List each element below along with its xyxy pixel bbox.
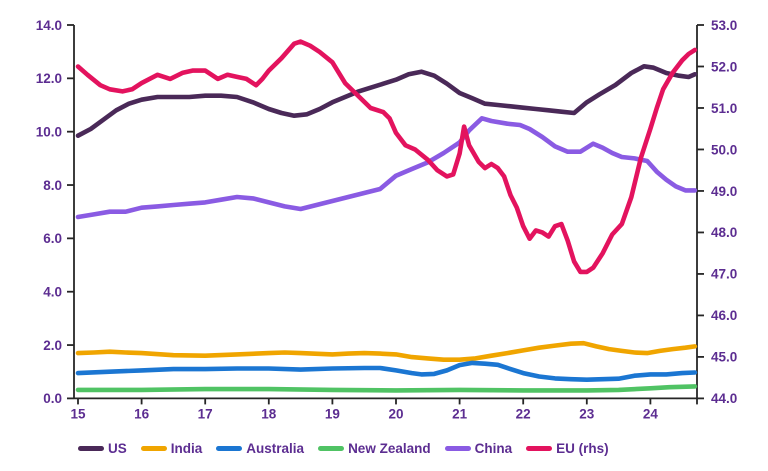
series-line-australia (75, 360, 698, 383)
y-right-tick-label: 46.0 (711, 308, 737, 323)
y-left-tick-label: 0.0 (43, 391, 62, 406)
x-tick-label: 15 (70, 406, 86, 421)
x-tick-label: 22 (516, 406, 531, 421)
x-tick-label: 19 (325, 406, 340, 421)
y-left-tick-label: 8.0 (43, 178, 62, 193)
legend-label-india: India (170, 441, 203, 456)
y-right-tick-label: 51.0 (711, 101, 737, 116)
x-tick-label: 20 (388, 406, 403, 421)
legend-item-india: India (140, 441, 203, 456)
x-tick-label: 17 (198, 406, 213, 421)
legend-item-australia: Australia (216, 441, 304, 456)
y-right-tick-label: 48.0 (711, 225, 737, 240)
y-left-tick-label: 6.0 (43, 231, 62, 246)
series-line-us (75, 64, 698, 138)
legend-swatch-china (444, 446, 471, 451)
legend-swatch-india (140, 446, 167, 451)
x-tick-label: 21 (452, 406, 468, 421)
legend-swatch-us (78, 446, 104, 451)
y-right-tick-label: 53.0 (711, 18, 737, 33)
legend-item-china: China (444, 441, 513, 456)
x-tick-label: 24 (643, 406, 659, 421)
y-right-tick-label: 45.0 (711, 350, 737, 365)
legend-item-us: US (78, 441, 127, 456)
legend-item-eu-rhs: EU (rhs) (526, 441, 609, 456)
legend-label-us: US (108, 441, 127, 456)
y-left-tick-label: 14.0 (36, 18, 62, 33)
legend-label-new-zealand: New Zealand (348, 441, 431, 456)
y-left-tick-label: 10.0 (36, 124, 62, 139)
legend-label-australia: Australia (246, 441, 305, 456)
legend-label-china: China (474, 441, 513, 456)
x-tick-label: 16 (134, 406, 150, 421)
x-tick-label: 18 (261, 406, 277, 421)
legend-swatch-australia (216, 446, 243, 451)
y-left-tick-label: 4.0 (43, 285, 62, 300)
y-right-tick-label: 47.0 (711, 267, 737, 282)
x-tick-label: 23 (579, 406, 595, 421)
series-line-new-zealand (75, 384, 698, 393)
legend-label-eu-rhs: EU (rhs) (556, 441, 609, 456)
y-left-tick-label: 2.0 (43, 338, 62, 353)
legend-item-new-zealand: New Zealand (318, 441, 431, 456)
series-line-eu-rhs (75, 39, 698, 275)
y-right-tick-label: 50.0 (711, 142, 737, 157)
y-right-tick-label: 49.0 (711, 184, 737, 199)
legend-swatch-new-zealand (318, 446, 345, 451)
y-right-tick-label: 52.0 (711, 59, 737, 74)
line-chart: 0.0 2.0 4.0 6.0 8.0 10.0 12.0 14.0 44.0 45.0 46.0 4… (36, 18, 738, 422)
chart-legend: US India Australia New Zealand China EU (rhs) (78, 441, 609, 456)
y-right-tick-label: 44.0 (711, 391, 737, 406)
series-line-china (75, 116, 698, 220)
series-line-india (75, 340, 698, 363)
legend-swatch-eu-rhs (526, 446, 553, 451)
y-left-tick-label: 12.0 (36, 71, 62, 86)
